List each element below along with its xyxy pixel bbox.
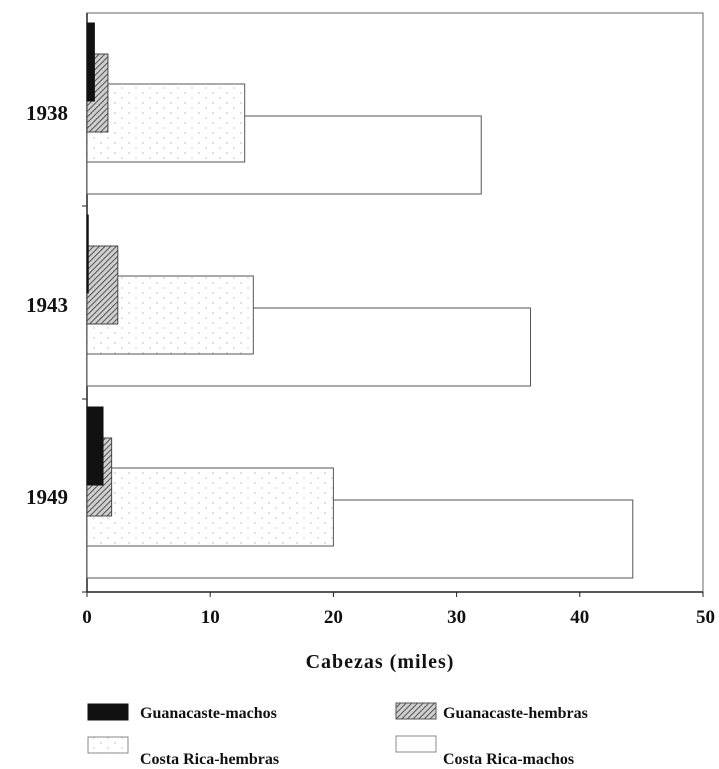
bar-guanacaste-machos-1949 <box>86 406 104 486</box>
legend-label-guanacaste-machos: Guanacaste-machos <box>140 705 277 722</box>
legend-swatch-costa-rica-machos <box>395 735 437 753</box>
legend-label-costa-rica-hembras: Costa Rica-hembras <box>140 751 279 768</box>
x-tick-label: 40 <box>570 607 589 628</box>
y-tick-layer: 1938 1943 1949 <box>26 101 87 593</box>
bar-guanacaste-machos-1938 <box>86 22 95 102</box>
y-tick-label-1938: 1938 <box>26 101 68 125</box>
legend-label-guanacaste-hembras: Guanacaste-hembras <box>443 705 588 722</box>
x-tick-label: 0 <box>82 607 92 628</box>
bar-costa-rica-hembras-1938 <box>86 83 246 163</box>
bar-layer <box>86 22 634 579</box>
x-tick-label: 30 <box>447 607 466 628</box>
x-tick-layer: 0 10 20 30 40 50 <box>82 592 715 628</box>
x-tick-label: 10 <box>201 607 220 628</box>
bar-costa-rica-hembras-1949 <box>86 467 334 547</box>
bar-guanacaste-hembras-1943 <box>86 245 119 325</box>
legend-swatch-costa-rica-hembras <box>87 736 129 754</box>
legend-label-costa-rica-machos: Costa Rica-machos <box>443 751 574 768</box>
legend-swatch-guanacaste-hembras <box>395 702 437 720</box>
x-tick-label: 20 <box>324 607 343 628</box>
bar-guanacaste-machos-1943 <box>86 214 89 294</box>
legend: Guanacaste-machos Guanacaste-hembras Cos… <box>87 702 588 768</box>
y-tick-label-1943: 1943 <box>26 293 68 317</box>
y-tick-label-1949: 1949 <box>26 485 68 509</box>
x-tick-label: 50 <box>696 607 715 628</box>
x-axis-label: Cabezas (miles) <box>306 651 455 673</box>
legend-swatch-guanacaste-machos <box>87 703 129 721</box>
